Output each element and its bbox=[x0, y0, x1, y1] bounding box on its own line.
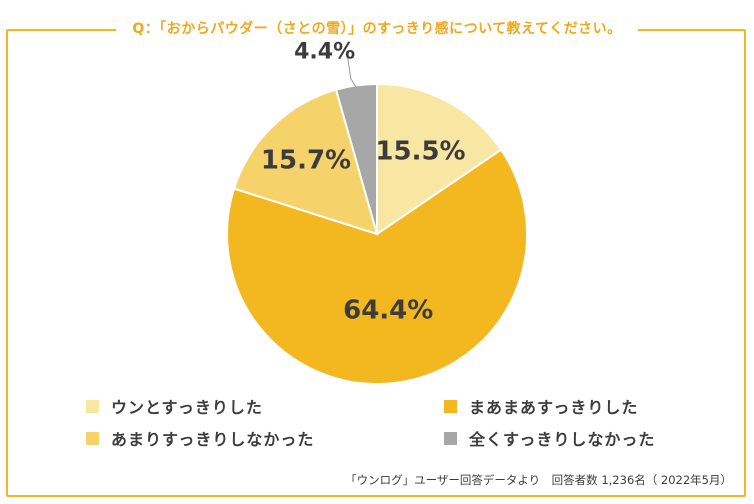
slice-label-3: 15.7% bbox=[261, 145, 351, 175]
legend-swatch-1 bbox=[86, 399, 99, 413]
legend-label-1: ウンとすっきりした bbox=[111, 398, 263, 417]
pie-slice-3 bbox=[232, 88, 379, 236]
legend-item-2: まあまあすっきりした bbox=[444, 394, 638, 418]
legend-swatch-4 bbox=[444, 431, 457, 445]
slice-label-1: 15.5% bbox=[375, 136, 465, 166]
legend-swatch-2 bbox=[444, 399, 457, 413]
source-note: 「ウンログ」ユーザー回答データより 回答者数 1,236名（ 2022年5月） bbox=[345, 473, 732, 487]
legend-label-4: 全くすっきりしなかった bbox=[469, 430, 656, 449]
slice-label-4: 4.4% bbox=[294, 40, 355, 65]
legend-item-3: あまりすっきりしなかった bbox=[86, 426, 314, 450]
pie-slice-4 bbox=[334, 82, 378, 235]
leader-line-4 bbox=[346, 50, 358, 89]
pie-slice-1 bbox=[376, 82, 503, 236]
legend-item-4: 全くすっきりしなかった bbox=[444, 426, 655, 450]
legend-label-3: あまりすっきりしなかった bbox=[111, 430, 315, 449]
chart-title-wrap: Q：「おからパウダー（さとの雪）」のすっきり感について教えてください。 bbox=[0, 18, 754, 38]
legend-swatch-3 bbox=[86, 431, 99, 445]
legend-item-1: ウンとすっきりした bbox=[86, 394, 263, 418]
slice-label-2: 64.4% bbox=[343, 296, 433, 326]
legend-label-2: まあまあすっきりした bbox=[469, 398, 639, 417]
chart-title: Q：「おからパウダー（さとの雪）」のすっきり感について教えてください。 bbox=[116, 18, 638, 38]
pie-slice-2 bbox=[226, 148, 528, 385]
